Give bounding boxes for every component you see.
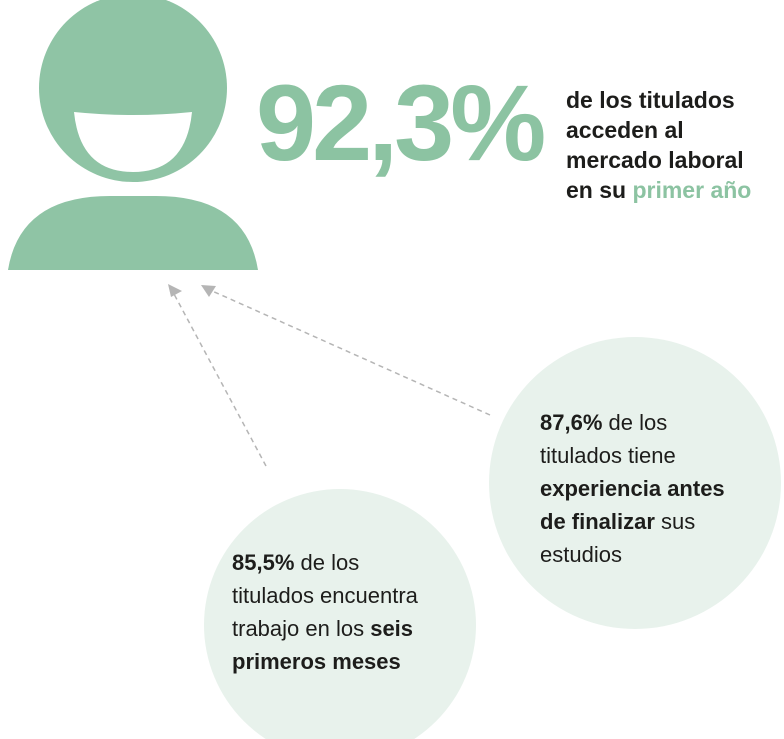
text-line: 87,6% de los	[540, 410, 667, 435]
smile	[74, 112, 192, 172]
bold-span: seis	[370, 616, 413, 641]
text-line: en su primer año	[566, 177, 751, 203]
bold-span: primeros meses	[232, 649, 401, 674]
body	[8, 196, 258, 270]
bubble-right	[489, 337, 781, 629]
bubble-left-text: 85,5% de los titulados encuentra trabajo…	[232, 550, 419, 674]
text-span: de los	[294, 550, 359, 575]
text-line: primeros meses	[232, 649, 401, 674]
text-span: estudios	[540, 542, 622, 567]
arrow-line	[173, 293, 267, 467]
text-line: de los titulados	[566, 87, 735, 113]
text-span: acceden al	[566, 117, 684, 143]
arrows	[173, 289, 491, 467]
text-line: titulados encuentra	[232, 583, 419, 608]
headline-text: de los titulados acceden al mercado labo…	[566, 87, 751, 203]
text-line: acceden al	[566, 117, 684, 143]
text-span: titulados encuentra	[232, 583, 419, 608]
text-span: de los titulados	[566, 87, 735, 113]
bold-span: de finalizar	[540, 509, 655, 534]
arrow-line	[209, 289, 491, 416]
text-span: sus	[655, 509, 695, 534]
bubble-right-text: 87,6% de los titulados tiene experiencia…	[540, 410, 725, 567]
accent-span: primer año	[632, 177, 751, 203]
text-span: de los	[602, 410, 667, 435]
text-line: mercado laboral	[566, 147, 744, 173]
text-line: experiencia antes	[540, 476, 725, 501]
text-line: titulados tiene	[540, 443, 676, 468]
arrowhead	[201, 285, 216, 297]
arrowhead	[168, 284, 182, 297]
bold-span: 87,6%	[540, 410, 602, 435]
headline-value: 92,3%	[256, 62, 544, 183]
text-line: trabajo en los seis	[232, 616, 413, 641]
text-line: de finalizar sus	[540, 509, 695, 534]
text-span: en su	[566, 177, 632, 203]
text-line: estudios	[540, 542, 622, 567]
bubble-left	[204, 489, 476, 739]
bold-span: 85,5%	[232, 550, 294, 575]
text-span: trabajo en los	[232, 616, 370, 641]
text-line: 85,5% de los	[232, 550, 359, 575]
text-span: titulados tiene	[540, 443, 676, 468]
bold-span: experiencia antes	[540, 476, 725, 501]
person-icon	[8, 0, 258, 270]
text-span: mercado laboral	[566, 147, 744, 173]
